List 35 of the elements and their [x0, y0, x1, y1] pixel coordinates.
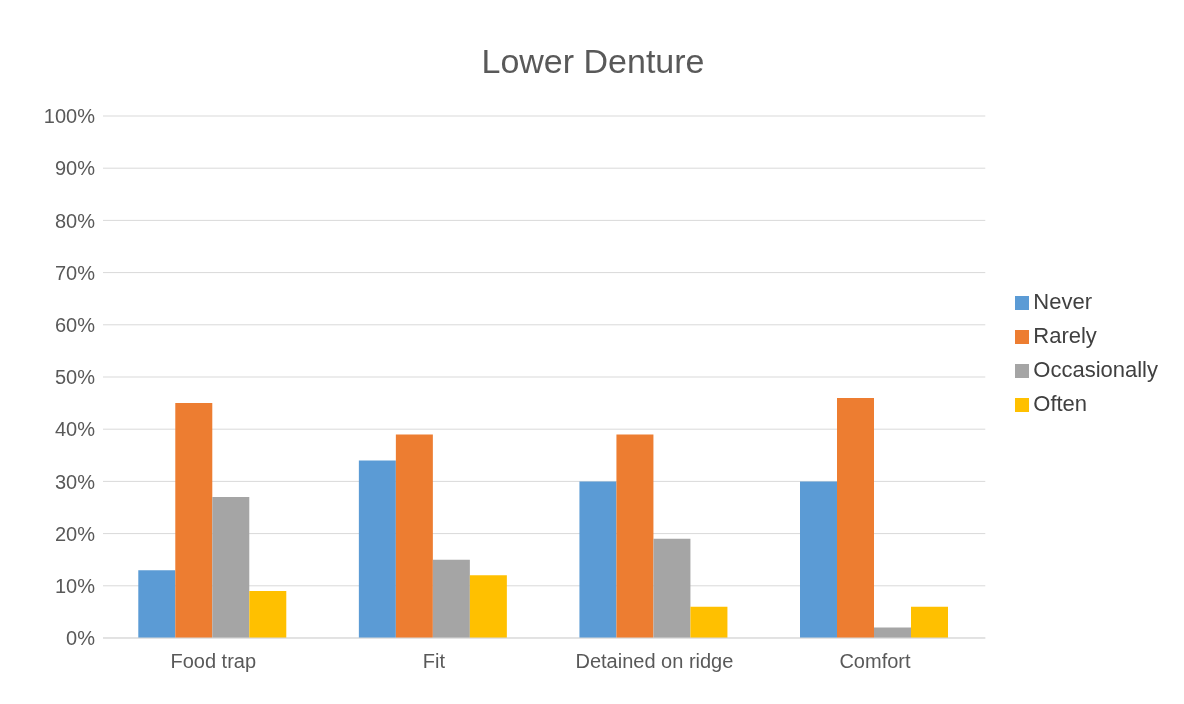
x-tick-label: Detained on ridge [575, 650, 734, 673]
bar [653, 538, 691, 638]
y-tick-label: 30% [54, 470, 96, 493]
bar [395, 434, 433, 638]
bar [138, 570, 176, 638]
x-tick-label: Food trap [170, 650, 257, 673]
y-tick-label: 40% [54, 418, 96, 441]
bar [469, 575, 507, 638]
bar [212, 497, 250, 638]
bar [911, 606, 948, 638]
x-tick-label: Comfort [839, 650, 911, 673]
bar [616, 434, 654, 638]
y-tick-label: 70% [54, 261, 96, 284]
legend-label: Often [1033, 391, 1088, 416]
bar [358, 460, 396, 638]
bar [690, 606, 728, 638]
y-tick-label: 90% [54, 157, 96, 180]
bar [800, 481, 837, 638]
x-tick-label: Fit [422, 650, 446, 673]
legend-label: Occasionally [1033, 357, 1158, 382]
y-tick-label: 80% [54, 209, 96, 232]
y-tick-label: 100% [43, 105, 96, 128]
y-tick-label: 10% [54, 574, 96, 597]
legend-label: Never [1033, 289, 1092, 314]
y-tick-label: 50% [54, 366, 96, 389]
y-tick-label: 0% [66, 627, 96, 650]
bar [175, 403, 213, 638]
bar [837, 397, 874, 638]
legend-label: Rarely [1033, 323, 1097, 348]
bar [579, 481, 617, 638]
y-tick-label: 60% [54, 313, 96, 336]
bar [432, 559, 470, 638]
chart-title: Lower Denture [480, 42, 706, 81]
bar [249, 591, 287, 638]
y-tick-label: 20% [54, 522, 96, 545]
